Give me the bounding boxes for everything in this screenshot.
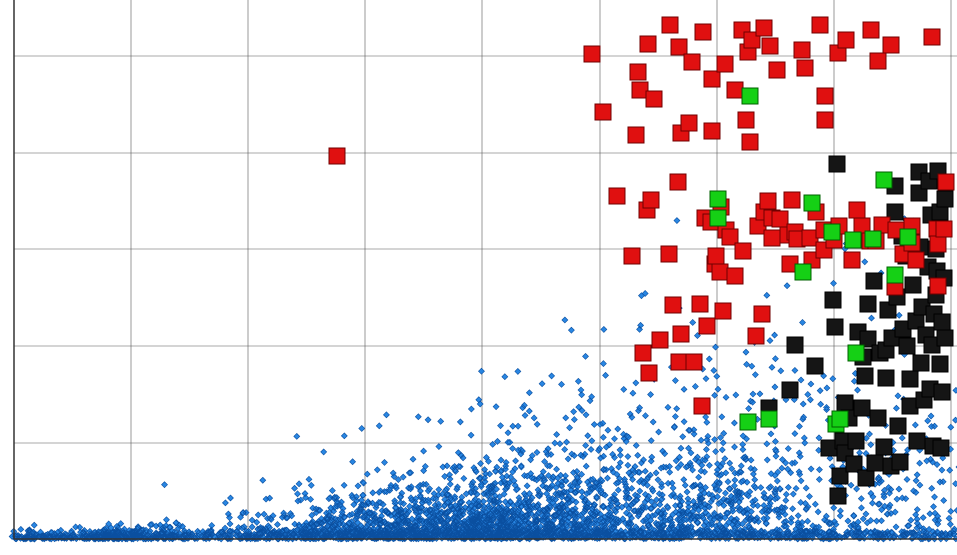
scatter-plot [0,0,957,555]
